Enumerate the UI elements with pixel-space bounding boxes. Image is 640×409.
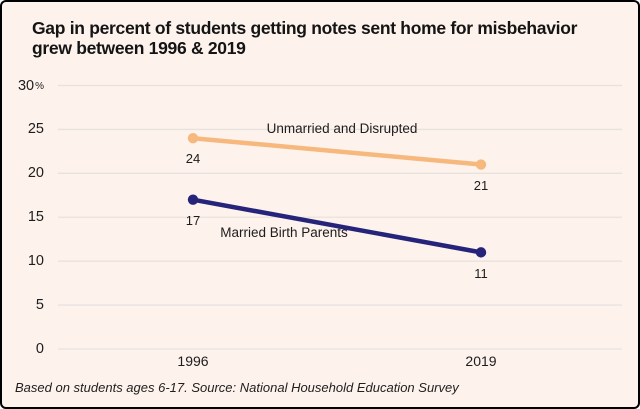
series-name-label: Unmarried and Disrupted	[266, 121, 418, 136]
series-line	[190, 135, 484, 167]
data-point	[475, 159, 487, 170]
y-axis-tick-label: 0	[35, 341, 44, 357]
data-point	[187, 194, 199, 205]
point-value-label: 21	[473, 177, 489, 193]
chart-title: Gap in percent of students getting notes…	[32, 18, 578, 58]
y-axis-tick-label: 30%	[17, 77, 44, 94]
source-note: Based on students ages 6-17. Source: Nat…	[15, 380, 459, 395]
point-value-label: 24	[185, 151, 201, 167]
series-line	[190, 197, 484, 255]
point-value-label: 11	[474, 265, 488, 281]
series-name-label: Married Birth Parents	[220, 225, 348, 240]
point-value-label: 17	[185, 212, 201, 228]
x-axis-tick-label: 1996	[177, 353, 209, 369]
data-point	[187, 133, 199, 144]
y-axis-tick-label: 5	[35, 297, 44, 314]
percent-unit: %	[35, 80, 44, 92]
y-axis-tick-label: 10	[27, 253, 44, 270]
y-axis-tick-label: 15	[27, 209, 44, 226]
y-axis-tick-label: 25	[27, 121, 44, 138]
x-axis-tick-label: 2019	[465, 353, 497, 369]
data-point	[475, 247, 487, 258]
y-axis-tick-label: 20	[27, 165, 44, 182]
